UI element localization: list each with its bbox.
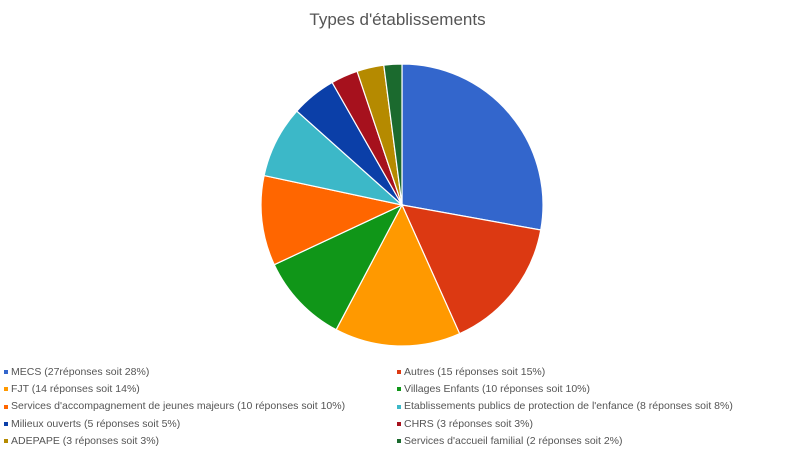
pie-slice-4 — [273, 203, 404, 331]
legend-swatch — [4, 404, 8, 409]
legend-item: Services d'accompagnement de jeunes maje… — [4, 398, 345, 414]
legend-swatch — [4, 387, 8, 392]
legend-swatch — [397, 387, 401, 392]
legend-swatch — [397, 439, 401, 444]
legend-item: MECS (27réponses soit 28%) — [4, 364, 149, 380]
pie-chart — [260, 63, 544, 347]
pie-slice-10 — [383, 63, 403, 206]
legend-item: ADEPAPE (3 réponses soit 3%) — [4, 433, 159, 449]
legend-item: Etablissements publics de protection de … — [397, 398, 733, 414]
legend-item: Services d'accueil familial (2 réponses … — [397, 433, 623, 449]
legend-item: Milieux ouverts (5 réponses soit 5%) — [4, 416, 180, 432]
pie-slice-2 — [400, 204, 542, 335]
legend-swatch — [4, 370, 8, 375]
legend-label: MECS (27réponses soit 28%) — [11, 366, 150, 378]
legend-item: Autres (15 réponses soit 15%) — [397, 364, 545, 380]
legend-item: FJT (14 réponses soit 14%) — [4, 381, 140, 397]
pie-slice-1 — [401, 63, 544, 231]
legend-item: Villages Enfants (10 réponses soit 10%) — [397, 381, 590, 397]
legend-swatch — [397, 370, 401, 375]
pie-slice-3 — [335, 203, 461, 347]
legend-label: CHRS (3 réponses soit 3%) — [404, 417, 533, 430]
legend-label: Villages Enfants (10 réponses soit 10%) — [404, 383, 590, 396]
legend-swatch — [397, 421, 401, 426]
legend-label: Etablissements publics de protection de … — [404, 400, 733, 413]
legend-label: ADEPAPE (3 réponses soit 3%) — [11, 434, 160, 447]
legend-label: Services d'accueil familial (2 réponses … — [404, 434, 623, 447]
legend-label: FJT (14 réponses soit 14%) — [11, 383, 140, 396]
legend-label: Services d'accompagnement de jeunes maje… — [11, 400, 346, 413]
legend-item: CHRS (3 réponses soit 3%) — [397, 416, 533, 432]
legend-label: Milieux ouverts (5 réponses soit 5%) — [11, 417, 181, 430]
legend-label: Autres (15 réponses soit 15%) — [404, 366, 546, 378]
legend-swatch — [4, 421, 8, 426]
chart-title: Types d'établissements — [309, 10, 486, 29]
legend-swatch — [397, 404, 401, 409]
legend-swatch — [4, 439, 8, 444]
